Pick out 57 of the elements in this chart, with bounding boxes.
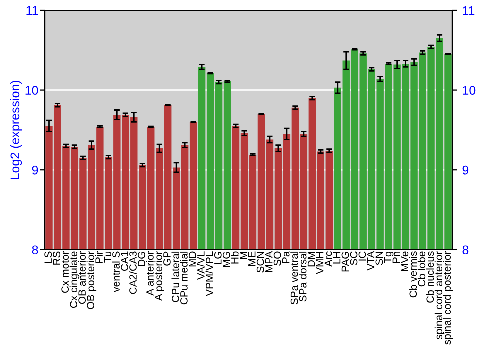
x-tick-label: Tg [384, 252, 394, 264]
x-tick-label: Cx cingulate [70, 252, 80, 308]
x-tick-label: ME [248, 252, 256, 266]
x-tick-label: LG [214, 252, 222, 264]
x-tick-label: A posterior [154, 251, 164, 302]
x-tick-label: VTA [367, 251, 375, 271]
y-tick-label: 9 [32, 166, 38, 175]
x-tick-label: OB anterior [78, 251, 86, 304]
x-tick-label: PAG [342, 252, 350, 272]
x-tick-label: SC [350, 252, 358, 266]
x-tick-label: RS [53, 252, 61, 265]
x-tick-label: spinal cord anterior [434, 251, 445, 340]
x-tick-label: MPA [266, 251, 273, 272]
x-tick-label: SPa ventral [290, 252, 298, 305]
x-tick-label: Arc [324, 252, 332, 267]
x-tick-label: CPu medial [180, 252, 188, 305]
x-tick-label: ventral S [112, 252, 120, 292]
x-tick-label: Tu [104, 252, 112, 263]
x-tick-label: A anterior [146, 251, 154, 296]
x-tick-label: MD [189, 252, 196, 267]
x-tick-label: VPM/VPL [206, 252, 214, 296]
x-tick-label: Cb lobe [418, 252, 426, 287]
y-tick-label: 10 [26, 86, 38, 95]
x-tick-label: CA2/CA3 [129, 252, 137, 294]
x-tick-label: M [240, 252, 248, 260]
x-tick-label: VA/VL [197, 252, 205, 280]
x-tick-label: MG [222, 252, 230, 268]
x-tick-label: DM [308, 252, 316, 267]
y2-tick-label: 10 [463, 86, 476, 95]
x-tick-label: DG [138, 252, 146, 266]
x-tick-label: LH [333, 252, 341, 264]
y2-tick-label: 9 [462, 166, 469, 175]
x-tick-label: Pir [95, 251, 103, 264]
x-tick-label: Cx motor [62, 251, 70, 294]
y-tick-label: 8 [32, 246, 38, 255]
y2-tick-label: 8 [462, 246, 469, 255]
x-tick-label: Hb [231, 252, 239, 264]
y-axis-title: Log2 (expression) [10, 80, 22, 180]
x-tick-label: SPa dorsal [299, 252, 307, 302]
x-tick-label: spinal cord posterior [443, 251, 454, 345]
x-tick-label: SO [274, 252, 282, 266]
x-tick-label: Cb nucleus [426, 252, 434, 303]
x-tick-label: CA1 [121, 252, 128, 272]
x-tick-label: LS [44, 252, 52, 264]
x-tick-label: SN [376, 252, 384, 266]
x-tick-label: GP [164, 252, 171, 266]
x-tick-label: CPu lateral [172, 252, 180, 302]
x-tick-label: Cb vermis [409, 252, 418, 298]
y-tick-label: 11 [26, 6, 38, 16]
x-tick-label: OB posterior [86, 251, 97, 310]
x-tick-label: VMH [316, 252, 324, 274]
x-tick-label: IC [358, 252, 366, 261]
x-tick-label: MVe [401, 252, 409, 272]
x-tick-label: Pa [282, 251, 290, 264]
x-tick-label: Pn [392, 252, 400, 264]
x-tick-label: SCN [256, 252, 264, 273]
y2-tick-label: 11 [463, 6, 475, 16]
